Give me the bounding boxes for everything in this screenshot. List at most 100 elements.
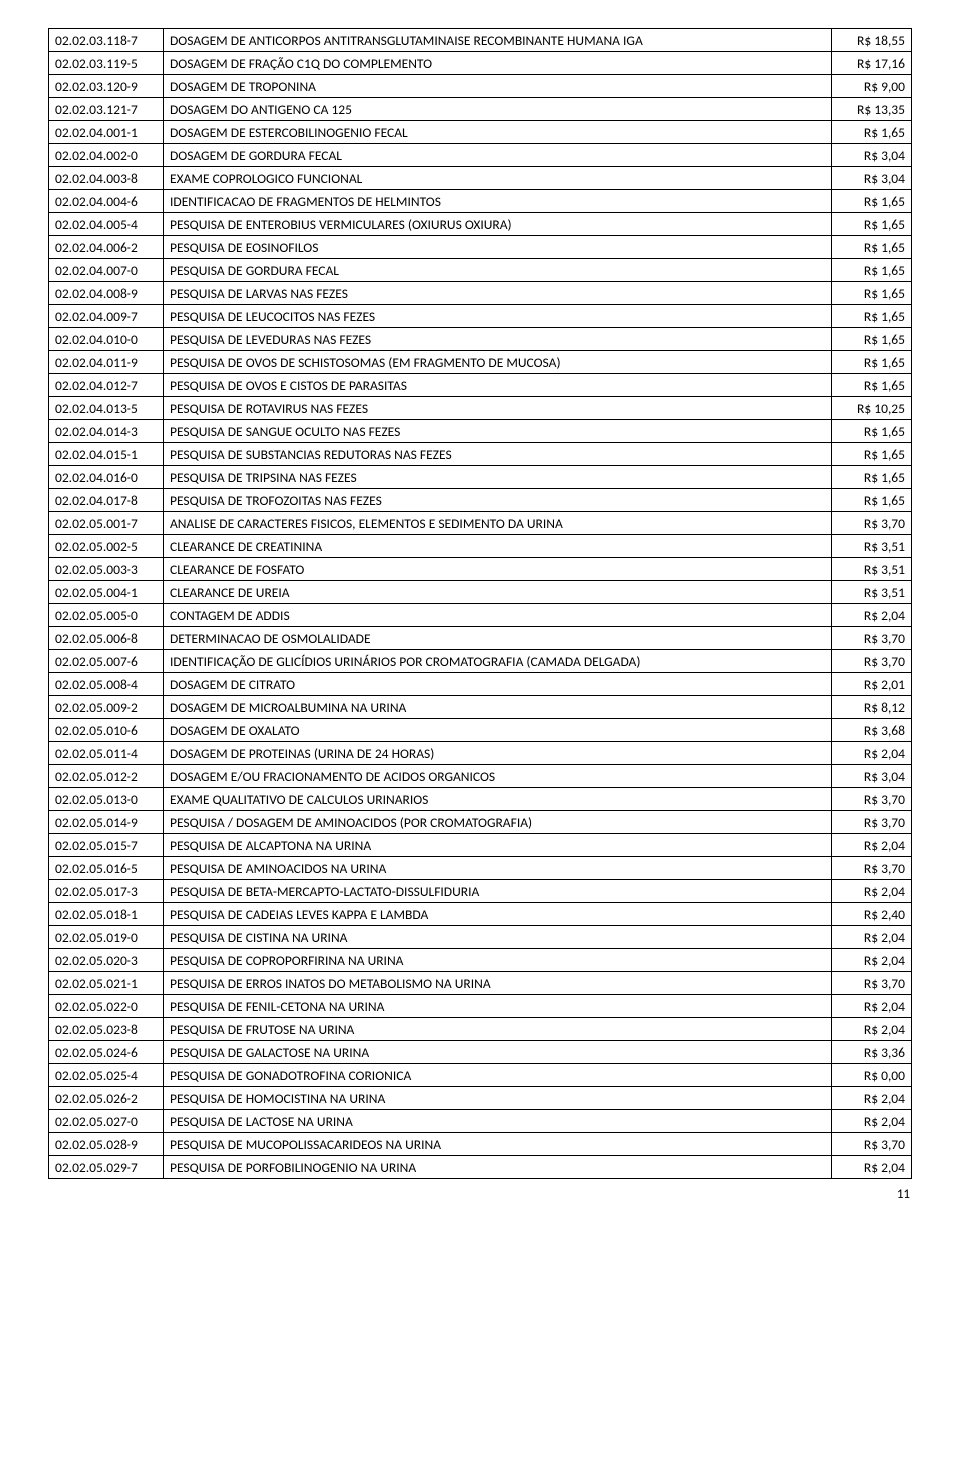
procedure-code: 02.02.05.026-2	[49, 1087, 164, 1110]
procedure-description: PESQUISA DE LEUCOCITOS NAS FEZES	[164, 305, 832, 328]
procedure-description: PESQUISA DE SUBSTANCIAS REDUTORAS NAS FE…	[164, 443, 832, 466]
procedure-price: R$ 1,65	[832, 259, 912, 282]
procedure-price: R$ 3,51	[832, 558, 912, 581]
procedure-description: ANALISE DE CARACTERES FISICOS, ELEMENTOS…	[164, 512, 832, 535]
table-row: 02.02.05.015-7PESQUISA DE ALCAPTONA NA U…	[49, 834, 912, 857]
table-row: 02.02.04.012-7PESQUISA DE OVOS E CISTOS …	[49, 374, 912, 397]
procedure-code: 02.02.05.027-0	[49, 1110, 164, 1133]
procedure-price: R$ 0,00	[832, 1064, 912, 1087]
procedure-code: 02.02.05.017-3	[49, 880, 164, 903]
table-row: 02.02.05.025-4PESQUISA DE GONADOTROFINA …	[49, 1064, 912, 1087]
procedure-code: 02.02.05.020-3	[49, 949, 164, 972]
procedure-price: R$ 3,51	[832, 535, 912, 558]
table-row: 02.02.05.019-0PESQUISA DE CISTINA NA URI…	[49, 926, 912, 949]
procedure-price: R$ 3,70	[832, 512, 912, 535]
procedure-description: DOSAGEM DO ANTIGENO CA 125	[164, 98, 832, 121]
procedure-price: R$ 1,65	[832, 305, 912, 328]
table-row: 02.02.05.024-6PESQUISA DE GALACTOSE NA U…	[49, 1041, 912, 1064]
procedure-price: R$ 3,68	[832, 719, 912, 742]
procedure-code: 02.02.05.023-8	[49, 1018, 164, 1041]
table-row: 02.02.05.023-8PESQUISA DE FRUTOSE NA URI…	[49, 1018, 912, 1041]
procedure-code: 02.02.05.006-8	[49, 627, 164, 650]
procedure-description: DOSAGEM DE ESTERCOBILINOGENIO FECAL	[164, 121, 832, 144]
table-row: 02.02.05.011-4DOSAGEM DE PROTEINAS (URIN…	[49, 742, 912, 765]
table-row: 02.02.04.003-8EXAME COPROLOGICO FUNCIONA…	[49, 167, 912, 190]
procedure-code: 02.02.04.004-6	[49, 190, 164, 213]
procedure-price: R$ 2,04	[832, 834, 912, 857]
procedure-code: 02.02.05.002-5	[49, 535, 164, 558]
procedure-description: PESQUISA DE OVOS E CISTOS DE PARASITAS	[164, 374, 832, 397]
procedure-price: R$ 2,04	[832, 1156, 912, 1179]
procedure-description: CLEARANCE DE FOSFATO	[164, 558, 832, 581]
procedure-code: 02.02.05.015-7	[49, 834, 164, 857]
procedure-description: PESQUISA DE LEVEDURAS NAS FEZES	[164, 328, 832, 351]
procedure-description: PESQUISA DE LARVAS NAS FEZES	[164, 282, 832, 305]
table-row: 02.02.03.120-9DOSAGEM DE TROPONINAR$ 9,0…	[49, 75, 912, 98]
procedure-code: 02.02.05.011-4	[49, 742, 164, 765]
table-row: 02.02.05.018-1PESQUISA DE CADEIAS LEVES …	[49, 903, 912, 926]
table-row: 02.02.05.017-3PESQUISA DE BETA-MERCAPTO-…	[49, 880, 912, 903]
table-row: 02.02.05.009-2DOSAGEM DE MICROALBUMINA N…	[49, 696, 912, 719]
procedure-description: PESQUISA DE SANGUE OCULTO NAS FEZES	[164, 420, 832, 443]
table-row: 02.02.04.014-3PESQUISA DE SANGUE OCULTO …	[49, 420, 912, 443]
procedure-description: PESQUISA DE GORDURA FECAL	[164, 259, 832, 282]
procedure-price: R$ 13,35	[832, 98, 912, 121]
table-row: 02.02.05.002-5CLEARANCE DE CREATININAR$ …	[49, 535, 912, 558]
table-row: 02.02.05.008-4DOSAGEM DE CITRATOR$ 2,01	[49, 673, 912, 696]
table-row: 02.02.05.013-0EXAME QUALITATIVO DE CALCU…	[49, 788, 912, 811]
procedure-price: R$ 1,65	[832, 121, 912, 144]
procedure-code: 02.02.04.001-1	[49, 121, 164, 144]
procedure-code: 02.02.04.012-7	[49, 374, 164, 397]
procedure-code: 02.02.05.010-6	[49, 719, 164, 742]
procedure-description: PESQUISA / DOSAGEM DE AMINOACIDOS (POR C…	[164, 811, 832, 834]
procedure-price: R$ 8,12	[832, 696, 912, 719]
procedure-code: 02.02.03.119-5	[49, 52, 164, 75]
table-row: 02.02.04.001-1DOSAGEM DE ESTERCOBILINOGE…	[49, 121, 912, 144]
procedure-description: PESQUISA DE ROTAVIRUS NAS FEZES	[164, 397, 832, 420]
procedure-price: R$ 1,65	[832, 489, 912, 512]
table-row: 02.02.05.012-2DOSAGEM E/OU FRACIONAMENTO…	[49, 765, 912, 788]
procedure-description: PESQUISA DE EOSINOFILOS	[164, 236, 832, 259]
procedure-description: DOSAGEM DE ANTICORPOS ANTITRANSGLUTAMINA…	[164, 29, 832, 52]
procedure-price: R$ 1,65	[832, 190, 912, 213]
procedure-code: 02.02.05.025-4	[49, 1064, 164, 1087]
procedure-description: DOSAGEM E/OU FRACIONAMENTO DE ACIDOS ORG…	[164, 765, 832, 788]
procedure-code: 02.02.04.005-4	[49, 213, 164, 236]
procedure-price: R$ 3,70	[832, 1133, 912, 1156]
procedure-price: R$ 3,70	[832, 788, 912, 811]
procedure-price: R$ 10,25	[832, 397, 912, 420]
table-row: 02.02.04.017-8PESQUISA DE TROFOZOITAS NA…	[49, 489, 912, 512]
procedure-code: 02.02.04.011-9	[49, 351, 164, 374]
table-row: 02.02.04.009-7PESQUISA DE LEUCOCITOS NAS…	[49, 305, 912, 328]
table-row: 02.02.05.001-7ANALISE DE CARACTERES FISI…	[49, 512, 912, 535]
procedure-description: PESQUISA DE ENTEROBIUS VERMICULARES (OXI…	[164, 213, 832, 236]
procedure-code: 02.02.05.001-7	[49, 512, 164, 535]
procedure-code: 02.02.04.016-0	[49, 466, 164, 489]
procedure-description: PESQUISA DE ERROS INATOS DO METABOLISMO …	[164, 972, 832, 995]
procedure-code: 02.02.03.118-7	[49, 29, 164, 52]
procedure-price: R$ 3,04	[832, 765, 912, 788]
procedure-description: PESQUISA DE HOMOCISTINA NA URINA	[164, 1087, 832, 1110]
procedure-code: 02.02.04.002-0	[49, 144, 164, 167]
procedure-price: R$ 17,16	[832, 52, 912, 75]
table-row: 02.02.05.014-9PESQUISA / DOSAGEM DE AMIN…	[49, 811, 912, 834]
procedure-description: PESQUISA DE MUCOPOLISSACARIDEOS NA URINA	[164, 1133, 832, 1156]
table-row: 02.02.05.021-1PESQUISA DE ERROS INATOS D…	[49, 972, 912, 995]
procedure-code: 02.02.04.008-9	[49, 282, 164, 305]
procedure-price: R$ 3,36	[832, 1041, 912, 1064]
procedure-description: PESQUISA DE BETA-MERCAPTO-LACTATO-DISSUL…	[164, 880, 832, 903]
procedure-description: PESQUISA DE FRUTOSE NA URINA	[164, 1018, 832, 1041]
table-row: 02.02.05.026-2PESQUISA DE HOMOCISTINA NA…	[49, 1087, 912, 1110]
procedure-code: 02.02.05.003-3	[49, 558, 164, 581]
table-row: 02.02.04.015-1PESQUISA DE SUBSTANCIAS RE…	[49, 443, 912, 466]
table-row: 02.02.04.013-5PESQUISA DE ROTAVIRUS NAS …	[49, 397, 912, 420]
procedure-code: 02.02.04.006-2	[49, 236, 164, 259]
procedure-description: PESQUISA DE TROFOZOITAS NAS FEZES	[164, 489, 832, 512]
procedure-price: R$ 3,04	[832, 144, 912, 167]
procedure-price: R$ 2,04	[832, 1110, 912, 1133]
procedure-description: DOSAGEM DE CITRATO	[164, 673, 832, 696]
procedure-code: 02.02.05.007-6	[49, 650, 164, 673]
procedure-code: 02.02.05.028-9	[49, 1133, 164, 1156]
procedure-code: 02.02.05.012-2	[49, 765, 164, 788]
procedure-price: R$ 3,70	[832, 811, 912, 834]
